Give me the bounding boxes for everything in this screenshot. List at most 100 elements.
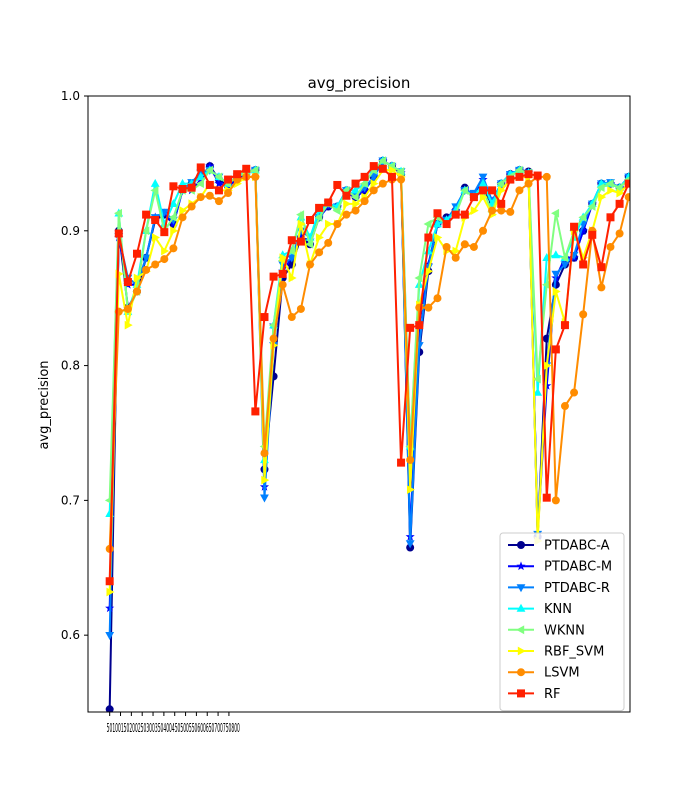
data-point-lsvm bbox=[151, 260, 160, 269]
legend-item-ptdabc-m: PTDABC-M bbox=[508, 560, 612, 575]
data-point-lsvm bbox=[551, 496, 560, 505]
legend-item-ptdabc-r: PTDABC-R bbox=[508, 581, 610, 596]
data-point-rf bbox=[351, 179, 360, 188]
data-point-rbf-svm bbox=[434, 233, 443, 242]
data-point-lsvm bbox=[506, 207, 515, 216]
data-point-rbf-svm bbox=[406, 485, 415, 494]
legend-label: RBF_SVM bbox=[544, 645, 604, 660]
data-point-lsvm bbox=[169, 244, 178, 253]
data-point-rf bbox=[515, 172, 524, 181]
data-point-wknn bbox=[587, 202, 596, 211]
data-point-lsvm bbox=[460, 240, 469, 249]
data-point-rf bbox=[233, 170, 242, 179]
data-point-ptdabc-r bbox=[478, 173, 488, 182]
data-point-lsvm bbox=[397, 175, 406, 184]
data-point-lsvm bbox=[360, 197, 369, 206]
data-point-knn bbox=[351, 185, 360, 194]
data-point-rf bbox=[296, 237, 305, 246]
data-point-rf bbox=[214, 186, 223, 195]
data-point-rf bbox=[387, 172, 396, 181]
data-point-rf bbox=[324, 198, 333, 207]
data-point-rf bbox=[451, 210, 460, 219]
legend-item-ptdabc-a: PTDABC-A bbox=[508, 539, 610, 554]
data-point-ptdabc-r bbox=[287, 254, 297, 263]
y-tick-label: 0.9 bbox=[61, 224, 80, 238]
data-point-rbf-svm bbox=[479, 192, 488, 202]
data-point-lsvm bbox=[560, 402, 569, 411]
data-point-lsvm bbox=[251, 172, 260, 181]
data-point-rbf-svm bbox=[352, 199, 361, 209]
data-point-lsvm bbox=[542, 172, 551, 181]
data-point-lsvm bbox=[214, 197, 223, 206]
data-point-knn bbox=[533, 387, 543, 396]
data-point-rbf-svm bbox=[279, 253, 288, 263]
data-point-lsvm bbox=[469, 242, 478, 251]
data-point-lsvm bbox=[296, 304, 305, 313]
data-point-lsvm bbox=[570, 388, 579, 397]
data-point-rf bbox=[597, 263, 606, 272]
data-point-rbf-svm bbox=[297, 219, 306, 229]
data-point-wknn bbox=[314, 212, 323, 222]
data-point-wknn bbox=[250, 165, 259, 175]
data-point-rf bbox=[479, 186, 488, 195]
data-point-rf bbox=[488, 186, 497, 195]
data-point-rf bbox=[442, 220, 451, 229]
data-point-wknn bbox=[350, 192, 359, 202]
data-point-wknn bbox=[496, 179, 505, 189]
legend-swatch-marker bbox=[517, 689, 525, 698]
data-point-ptdabc-r bbox=[405, 540, 415, 549]
data-point-lsvm bbox=[597, 283, 606, 292]
data-point-lsvm bbox=[123, 304, 132, 313]
data-point-rbf-svm bbox=[179, 206, 188, 215]
legend-swatch-marker bbox=[517, 541, 525, 549]
data-point-rbf-svm bbox=[106, 587, 115, 597]
data-point-rbf-svm bbox=[543, 361, 552, 370]
data-point-rf bbox=[469, 193, 478, 202]
data-point-rf bbox=[342, 191, 351, 200]
data-point-lsvm bbox=[324, 238, 333, 247]
data-point-lsvm bbox=[142, 265, 151, 274]
data-point-rf bbox=[333, 180, 342, 189]
data-point-rbf-svm bbox=[133, 273, 142, 283]
data-point-wknn bbox=[195, 179, 204, 189]
legend-label: PTDABC-R bbox=[544, 581, 610, 596]
data-point-rbf-svm bbox=[470, 206, 479, 215]
data-point-ptdabc-r bbox=[551, 270, 561, 279]
legend-swatch-marker bbox=[517, 668, 525, 677]
legend-item-lsvm: LSVM bbox=[508, 666, 580, 681]
data-point-rbf-svm bbox=[452, 246, 461, 256]
data-point-wknn bbox=[205, 165, 214, 175]
data-point-rf bbox=[142, 210, 151, 219]
data-point-lsvm bbox=[606, 242, 615, 251]
data-point-lsvm bbox=[269, 334, 278, 343]
data-point-ptdabc-r bbox=[105, 631, 115, 640]
legend-label: PTDABC-M bbox=[544, 560, 612, 575]
data-point-lsvm bbox=[333, 220, 342, 229]
data-point-rf bbox=[151, 216, 160, 225]
data-point-lsvm bbox=[369, 186, 378, 195]
data-point-knn bbox=[196, 172, 206, 181]
data-point-wknn bbox=[296, 210, 305, 220]
data-point-rbf-svm bbox=[261, 475, 270, 485]
data-point-rbf-svm bbox=[388, 165, 397, 175]
data-point-rf bbox=[242, 164, 251, 173]
x-tick-labels: 5010015020025030035040045050055060065070… bbox=[107, 721, 240, 735]
data-point-lsvm bbox=[433, 294, 442, 303]
data-point-rf bbox=[369, 162, 378, 171]
data-point-rf bbox=[397, 458, 406, 467]
data-point-wknn bbox=[459, 185, 468, 195]
data-point-wknn bbox=[596, 183, 605, 193]
data-point-rf bbox=[315, 203, 324, 212]
data-point-rf bbox=[196, 163, 205, 172]
data-point-lsvm bbox=[615, 229, 624, 238]
data-point-lsvm bbox=[406, 455, 415, 464]
data-point-wknn bbox=[150, 185, 159, 195]
data-point-ptdabc-a bbox=[105, 705, 114, 712]
data-point-rbf-svm bbox=[425, 266, 434, 276]
plot-frame bbox=[87, 95, 631, 713]
data-point-rf bbox=[360, 172, 369, 181]
data-point-knn bbox=[478, 178, 488, 187]
data-point-lsvm bbox=[479, 226, 488, 235]
data-point-knn bbox=[433, 219, 442, 228]
